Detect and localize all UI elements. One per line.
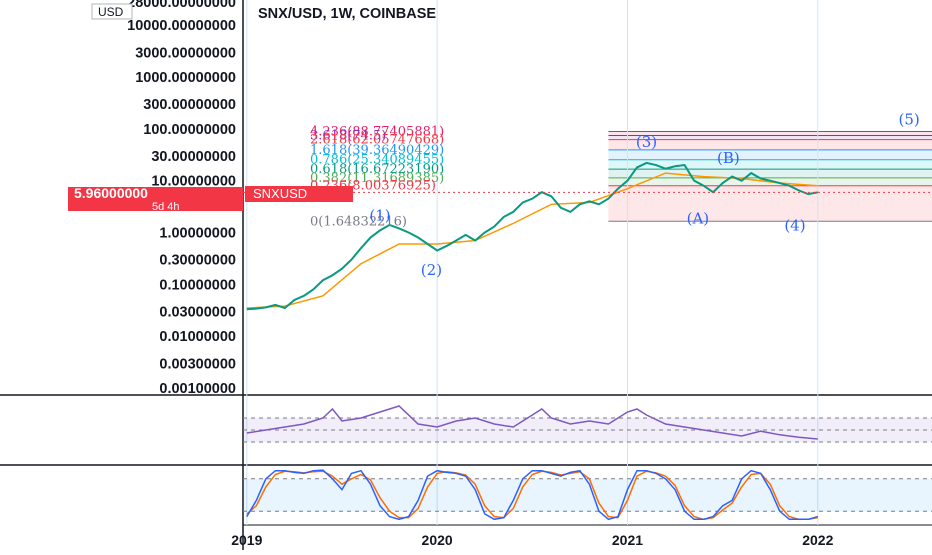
wave-label: (3) (636, 133, 657, 151)
fib-label: 0.618(16.67223190) (310, 162, 444, 177)
fib-labels: 4.236(88.77405881)3.618(74.5)2.618(62.05… (310, 125, 444, 230)
stoch-pane (243, 469, 932, 521)
y-tick-label: 300.00000000 (143, 97, 236, 113)
wave-label: (5) (899, 111, 920, 129)
fib-band (608, 131, 932, 136)
wave-label: (A) (687, 209, 710, 227)
currency-button[interactable]: USD (91, 3, 133, 20)
currency-button-box[interactable] (91, 3, 133, 20)
x-tick-label: 2019 (231, 532, 262, 548)
stoch-d-line (246, 470, 818, 521)
fib-label: 1.618(39.36490429) (310, 143, 444, 158)
wave-label: (B) (717, 149, 740, 167)
symbol-badge-label: SNXUSD (253, 186, 307, 201)
y-tick-label: 0.00300000 (159, 356, 236, 372)
fib-label: 4.236(88.77405881) (310, 125, 444, 140)
fib-band (608, 185, 932, 222)
wave-label: (4) (784, 216, 805, 234)
wave-labels: (1) (2) (3) (A) (B) (4) (5) (369, 111, 919, 279)
y-tick-label: 100.00000000 (143, 122, 236, 138)
y-tick-label: 10000.00000000 (127, 18, 236, 34)
fib-label: 0(1.64832216) (310, 214, 407, 229)
fib-band (608, 169, 932, 178)
x-tick-label: 2021 (612, 532, 643, 548)
fib-label: 0.382(11.31689385) (310, 171, 444, 186)
wave-label: (2) (421, 261, 442, 279)
moving-average-line (246, 172, 818, 309)
moving-average-layer (246, 172, 818, 309)
y-tick-label: 0.00100000 (159, 381, 236, 397)
y-tick-label: 10.00000000 (151, 174, 236, 190)
current-price-badge: 5.96000000 5d 4h SNXUSD (68, 185, 353, 213)
x-axis: 2019 2020 2021 2022 (231, 532, 833, 548)
y-tick-label: 0.10000000 (159, 277, 236, 293)
y-tick-label: 3000.00000000 (135, 45, 236, 61)
fib-label: 0.786(25.34089455) (310, 153, 444, 168)
y-tick-label: 0.03000000 (159, 304, 236, 320)
y-tick-label: 0.01000000 (159, 329, 236, 345)
chart-title: SNX/USD, 1W, COINBASE (258, 6, 436, 22)
wave-label: (1) (369, 207, 390, 225)
y-tick-label: 0.30000000 (159, 253, 236, 269)
stoch-band (243, 478, 932, 512)
price-line (246, 161, 818, 311)
currency-label[interactable]: USD (98, 5, 124, 19)
y-tick-label: 1000.00000000 (135, 70, 236, 86)
fib-label: 2.618(62.05747668) (310, 133, 444, 148)
y-tick-label: 30.00000000 (151, 149, 236, 165)
x-tick-label: 2022 (802, 532, 833, 548)
y-axis: 28000.00000000 10000.00000000 3000.0000000… (127, 0, 236, 397)
current-price-label: 5.96000000 (74, 185, 148, 201)
symbol-badge (245, 186, 353, 202)
y-tick-label: 1.00000000 (159, 226, 236, 242)
fib-label: 3.618(74.5) (310, 128, 386, 143)
fib-band (608, 135, 932, 140)
fib-band (608, 149, 932, 160)
current-price-countdown: 5d 4h (152, 201, 180, 213)
price-layer (243, 161, 932, 311)
fib-band (608, 139, 932, 150)
stoch-k-line (246, 469, 819, 521)
fib-band (608, 159, 932, 170)
x-tick-label: 2020 (422, 532, 453, 548)
rsi-line (246, 405, 818, 440)
grid-lines (246, 0, 819, 525)
current-price-box (68, 187, 243, 211)
rsi-pane (243, 405, 932, 443)
y-tick-label: 28000.00000000 (127, 0, 236, 11)
